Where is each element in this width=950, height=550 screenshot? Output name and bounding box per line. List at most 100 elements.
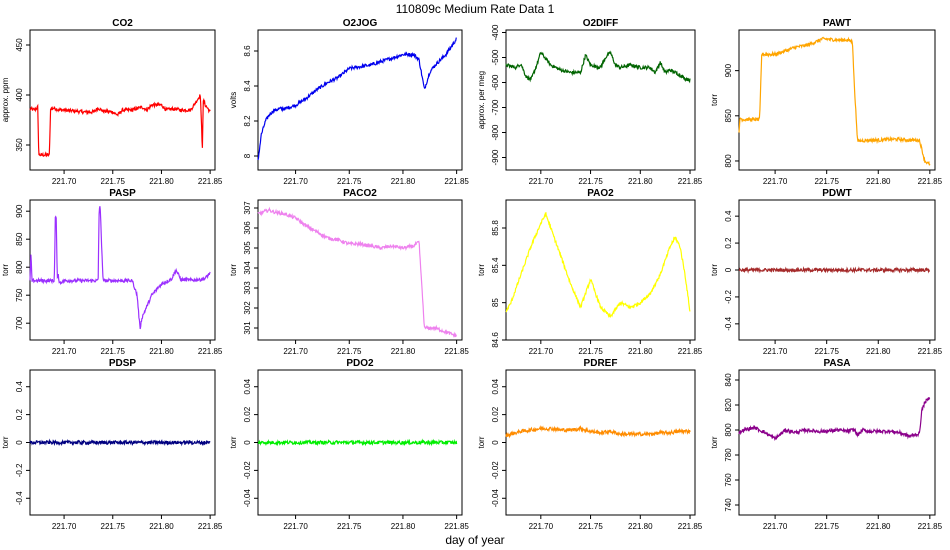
y-tick-label: 0	[243, 440, 252, 445]
series-line	[738, 36, 931, 166]
y-axis-label: torr	[477, 264, 486, 276]
y-tick-label: -0.2	[724, 289, 733, 303]
y-tick-label: -500	[491, 49, 500, 66]
y-tick-label: 85.4	[491, 257, 500, 273]
x-tick-label: 221.80	[628, 177, 653, 186]
x-tick-label: 221.80	[628, 522, 653, 531]
x-tick-label: 221.80	[149, 177, 174, 186]
x-tick-label: 221.80	[391, 177, 416, 186]
y-axis-label: torr	[1, 264, 10, 276]
y-tick-label: -600	[491, 74, 500, 91]
y-tick-label: 0.02	[243, 406, 252, 422]
y-axis-label: torr	[710, 264, 719, 276]
x-tick-label: 221.85	[678, 347, 703, 356]
x-tick-label: 221.85	[444, 177, 469, 186]
y-axis-label: torr	[229, 264, 238, 276]
y-tick-label: 780	[724, 448, 733, 462]
series-line	[505, 212, 691, 319]
panel-title: PAO2	[587, 188, 614, 199]
y-tick-label: -0.02	[491, 461, 500, 480]
x-tick-label: 221.85	[198, 522, 223, 531]
y-axis-label: torr	[477, 436, 486, 448]
y-tick-label: -0.2	[15, 463, 24, 477]
panels: CO2 approx. ppm 350 400 450 221.70 221.75 221.8…	[1, 18, 943, 531]
panel-o2jog: O2JOG volts 8 8.2 8.4 8.6 221.70 221.75 221.80 22…	[229, 18, 469, 186]
x-tick-label: 221.70	[283, 347, 308, 356]
y-tick-label: 306	[243, 221, 252, 235]
panel-title: O2DIFF	[583, 18, 619, 29]
panel-title: PASP	[109, 188, 136, 199]
y-tick-label: 800	[724, 154, 733, 168]
y-tick-label: 850	[15, 232, 24, 246]
panel-title: PDSP	[109, 358, 137, 369]
x-tick-label: 221.70	[763, 347, 788, 356]
series-line	[257, 37, 457, 161]
x-tick-label: 221.80	[149, 522, 174, 531]
panel-title: PDREF	[584, 358, 618, 369]
y-tick-label: -0.04	[491, 489, 500, 508]
y-tick-label: 304	[243, 261, 252, 275]
x-tick-label: 221.75	[337, 522, 362, 531]
y-tick-label: 0.4	[724, 210, 733, 222]
panel-co2: CO2 approx. ppm 350 400 450 221.70 221.75 221.8…	[1, 18, 223, 186]
x-tick-label: 221.85	[918, 347, 943, 356]
y-tick-label: 85	[491, 298, 500, 307]
y-tick-label: 840	[724, 373, 733, 387]
x-tick-label: 221.70	[763, 522, 788, 531]
plot-frame	[738, 369, 936, 516]
y-tick-label: -900	[491, 149, 500, 166]
x-tick-label: 221.70	[283, 522, 308, 531]
x-axis-label: day of year	[445, 533, 504, 547]
x-tick-label: 221.85	[918, 522, 943, 531]
panel-title: PASA	[823, 358, 850, 369]
x-tick-label: 221.85	[678, 522, 703, 531]
y-tick-label: -800	[491, 124, 500, 141]
x-tick-label: 221.70	[763, 177, 788, 186]
y-tick-label: 800	[724, 423, 733, 437]
y-axis-label: torr	[710, 436, 719, 448]
x-tick-label: 221.75	[337, 347, 362, 356]
y-tick-label: -0.04	[243, 489, 252, 508]
panel-pdo2: PDO2 torr -0.04 -0.02 0 0.02 0.04 221.70 221.75 2…	[229, 358, 469, 531]
x-tick-label: 221.80	[149, 347, 174, 356]
x-tick-label: 221.75	[101, 347, 126, 356]
series-line	[505, 50, 691, 84]
y-tick-label: 8	[243, 153, 252, 158]
y-tick-label: 0.2	[724, 237, 733, 249]
panel-pdwt: PDWT torr -0.4 -0.2 0 0.2 0.4 221.70 221.75 221.8…	[710, 188, 943, 356]
y-tick-label: 760	[724, 473, 733, 487]
x-tick-label: 221.80	[628, 347, 653, 356]
plot-frame	[505, 369, 696, 516]
y-tick-label: 450	[15, 38, 24, 52]
x-tick-label: 221.80	[866, 177, 891, 186]
plot-frame	[505, 199, 696, 341]
panel-pawt: PAWT torr 800 850 900 221.70 221.75 221.80 221.8…	[710, 18, 943, 186]
x-tick-label: 221.70	[52, 347, 77, 356]
x-tick-label: 221.85	[678, 177, 703, 186]
y-tick-label: 307	[243, 201, 252, 215]
y-tick-label: 85.8	[491, 220, 500, 236]
y-tick-label: 740	[724, 498, 733, 512]
panel-o2diff: O2DIFF approx. per meg -900 -800 -700 -600 -50…	[477, 18, 703, 186]
y-tick-label: 0	[724, 267, 733, 272]
series-line	[29, 206, 211, 330]
panel-pdsp: PDSP torr -0.4 -0.2 0 0.2 0.4 221.70 221.75 221.8…	[1, 358, 223, 531]
plot-frame	[257, 29, 463, 171]
y-tick-label: 800	[15, 260, 24, 274]
series-line	[257, 438, 458, 447]
x-tick-label: 221.75	[814, 347, 839, 356]
x-tick-label: 221.75	[337, 177, 362, 186]
y-tick-label: 350	[15, 138, 24, 152]
y-tick-label: 8.2	[243, 115, 252, 127]
x-tick-label: 221.70	[52, 177, 77, 186]
y-tick-label: -0.02	[243, 461, 252, 480]
series-line	[29, 438, 211, 447]
x-tick-label: 221.80	[866, 522, 891, 531]
panel-title: PACO2	[343, 188, 377, 199]
y-tick-label: 750	[15, 288, 24, 302]
y-tick-label: 8.6	[243, 45, 252, 57]
x-tick-label: 221.75	[814, 522, 839, 531]
y-tick-label: 400	[15, 88, 24, 102]
x-tick-label: 221.80	[391, 522, 416, 531]
y-axis-label: volts	[229, 92, 238, 108]
